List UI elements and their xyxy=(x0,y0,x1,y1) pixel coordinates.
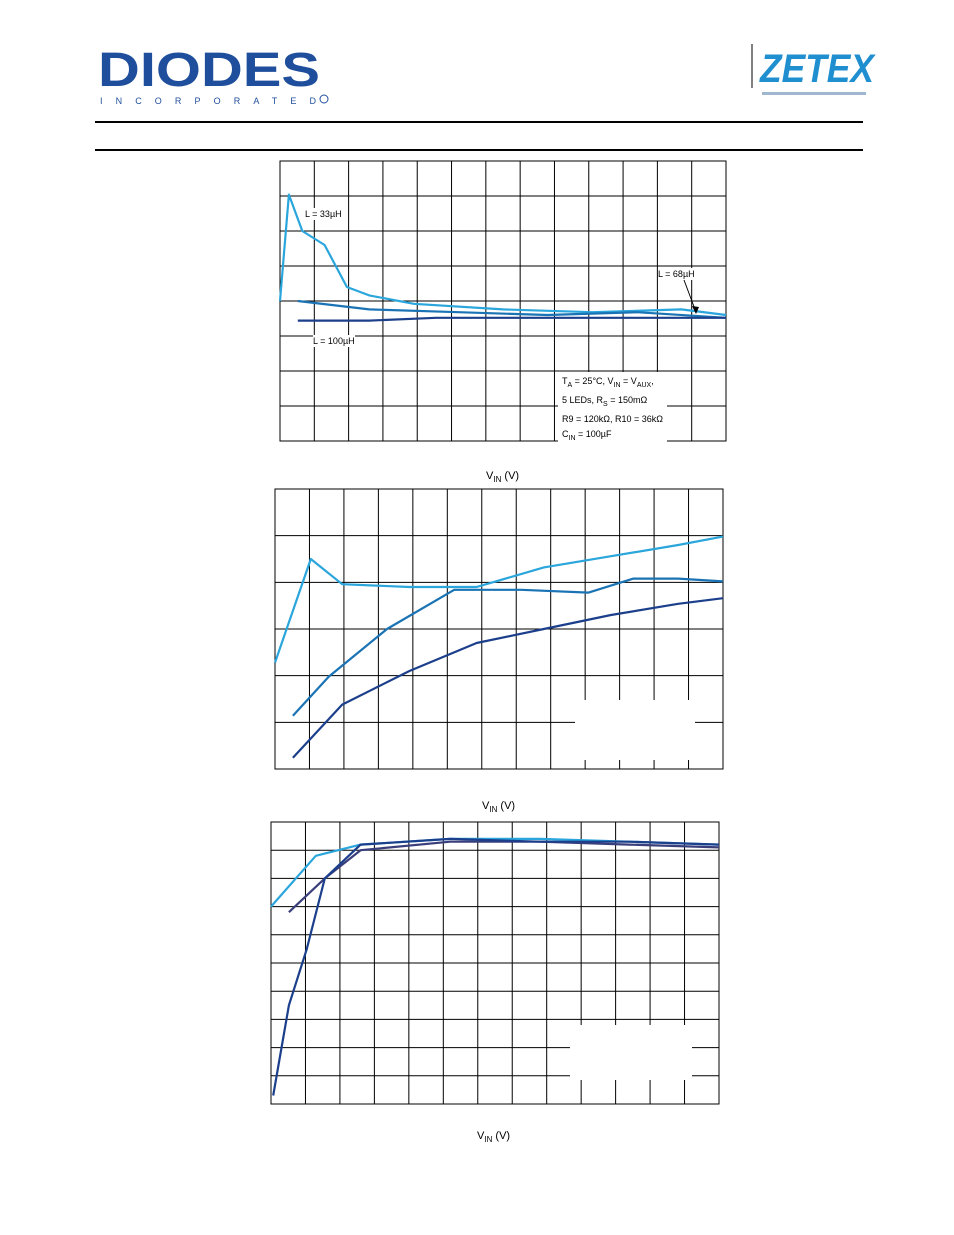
diodes-logo: DIODES INCORPORATED xyxy=(98,44,329,106)
chart-3-x-axis-label: VIN (V) xyxy=(477,1130,511,1145)
chart-1-series-3 xyxy=(297,316,726,322)
diodes-logo-text: DIODES xyxy=(98,44,320,97)
zetex-logo-text: ZETEX xyxy=(759,47,876,91)
chart-1-series-1 xyxy=(279,193,727,317)
chart-1-condition-1: TA = 25°C, VIN = VAUX, xyxy=(562,376,654,389)
chart-1-label-33uh: L = 33µH xyxy=(305,208,342,220)
chart-1-condition-3: R9 = 120kΩ, R10 = 36kΩ xyxy=(562,413,664,424)
chart-2-series-1 xyxy=(274,535,724,663)
chart-2-x-axis-label: VIN (V) xyxy=(482,800,516,815)
chart-1-condition-4: CIN = 100µF xyxy=(562,428,612,442)
chart-2-blank-legend-area xyxy=(575,700,695,760)
chart-1-x-axis-label: VIN (V) xyxy=(486,470,520,485)
header-rule-top xyxy=(95,121,863,123)
chart-1-label-68uh: L = 68µH xyxy=(658,268,695,280)
zetex-logo: ZETEX xyxy=(751,44,876,95)
chart-2-series-2 xyxy=(292,577,724,717)
chart-2-series-3 xyxy=(292,597,724,759)
header-rule-bottom xyxy=(95,149,863,151)
chart-2-plot-frame xyxy=(274,488,724,770)
chart-3-plot xyxy=(270,821,720,1105)
chart-1-condition-2: 5 LEDs, RS = 150mΩ xyxy=(562,394,648,408)
chart-1-series-2 xyxy=(297,299,727,319)
chart-3-blank-legend-area xyxy=(570,1025,692,1080)
chart-2-plot xyxy=(274,488,724,770)
chart-3-series-1 xyxy=(270,837,720,908)
registered-mark-icon xyxy=(319,94,329,104)
chart-3-plot-frame xyxy=(270,821,720,1105)
diodes-logo-subtext: INCORPORATED xyxy=(100,96,316,106)
chart-1-label-100uh: L = 100µH xyxy=(313,335,355,347)
chart-1-conditions: TA = 25°C, VIN = VAUX, 5 LEDs, RS = 150m… xyxy=(558,372,668,448)
chart-3-series-3 xyxy=(272,837,720,1096)
chart-1-label-arrow xyxy=(683,279,699,314)
